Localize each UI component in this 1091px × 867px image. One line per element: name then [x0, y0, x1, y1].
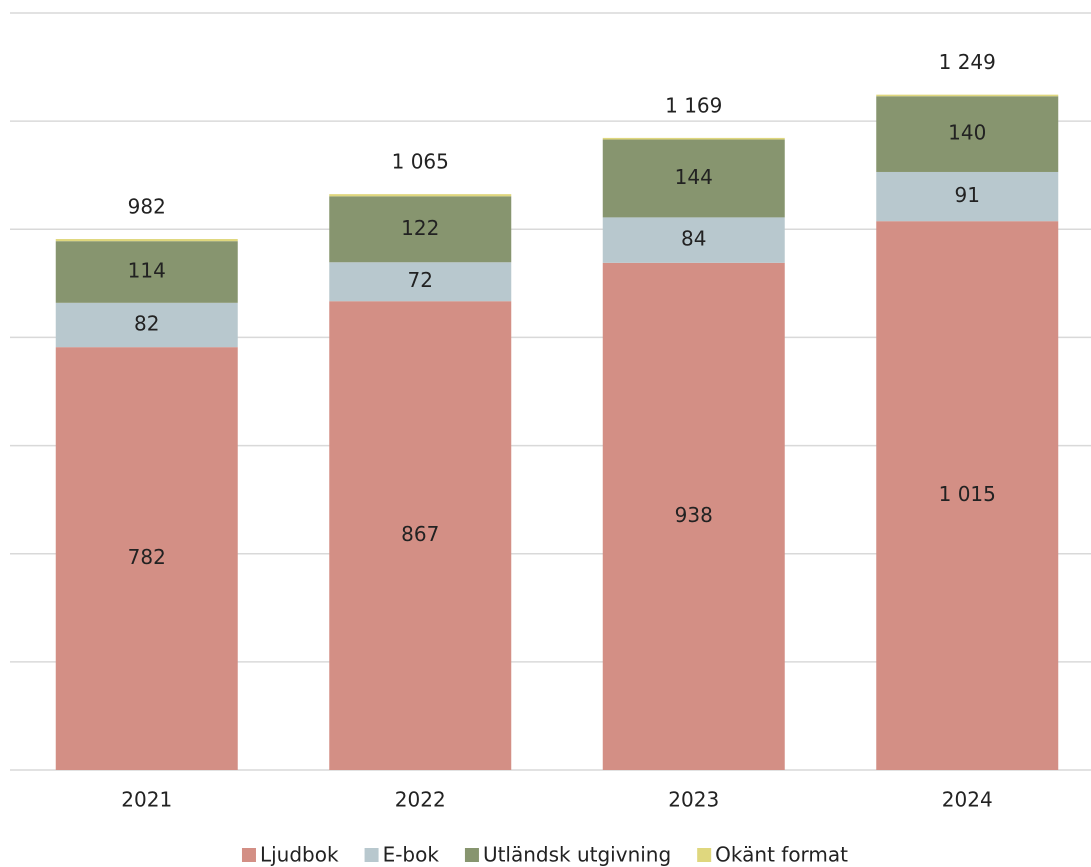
legend-swatch: [697, 848, 712, 862]
data-label: 114: [128, 259, 166, 283]
x-tick-label: 2022: [395, 788, 446, 812]
bar-segment: [876, 171, 1059, 222]
legend-label: E-bok: [383, 843, 440, 867]
data-label: 82: [134, 311, 159, 335]
bar-segment: [602, 137, 785, 140]
total-label: 1 169: [665, 93, 722, 117]
bar-segment: [55, 241, 238, 303]
bar-segment: [876, 96, 1059, 172]
bar-segment: [876, 94, 1059, 97]
bar-segment: [329, 196, 512, 263]
data-label: 1 015: [939, 482, 996, 506]
legend-label: Okänt format: [715, 843, 848, 867]
data-label: 144: [675, 165, 713, 189]
legend-swatch: [364, 848, 379, 862]
data-label: 122: [401, 216, 439, 240]
data-label: 91: [955, 183, 980, 207]
bar-segment: [602, 139, 785, 218]
data-label: 782: [128, 545, 166, 569]
legend-swatch: [241, 848, 256, 862]
data-label: 72: [408, 268, 433, 292]
bar-segment: [876, 221, 1059, 771]
x-tick-label: 2024: [942, 788, 993, 812]
bar-segment: [55, 347, 238, 770]
legend-label: Ljudbok: [260, 843, 339, 867]
x-tick-label: 2021: [121, 788, 172, 812]
total-label: 1 249: [939, 50, 996, 74]
bar-segment: [55, 302, 238, 348]
bar-segment: [329, 262, 512, 302]
total-label: 982: [128, 195, 166, 219]
data-label: 938: [675, 503, 713, 527]
legend-label: Utländsk utgivning: [483, 843, 671, 867]
data-label: 140: [948, 121, 986, 145]
data-label: 867: [401, 522, 439, 546]
bar-segment: [329, 301, 512, 770]
data-label: 84: [681, 227, 706, 251]
bar-segment: [55, 239, 238, 242]
total-label: 1 065: [392, 150, 449, 174]
x-tick-label: 2023: [668, 788, 719, 812]
legend-swatch: [464, 848, 479, 862]
bar-segment: [602, 262, 785, 770]
bar-segment: [329, 194, 512, 197]
bar-segment: [602, 217, 785, 263]
